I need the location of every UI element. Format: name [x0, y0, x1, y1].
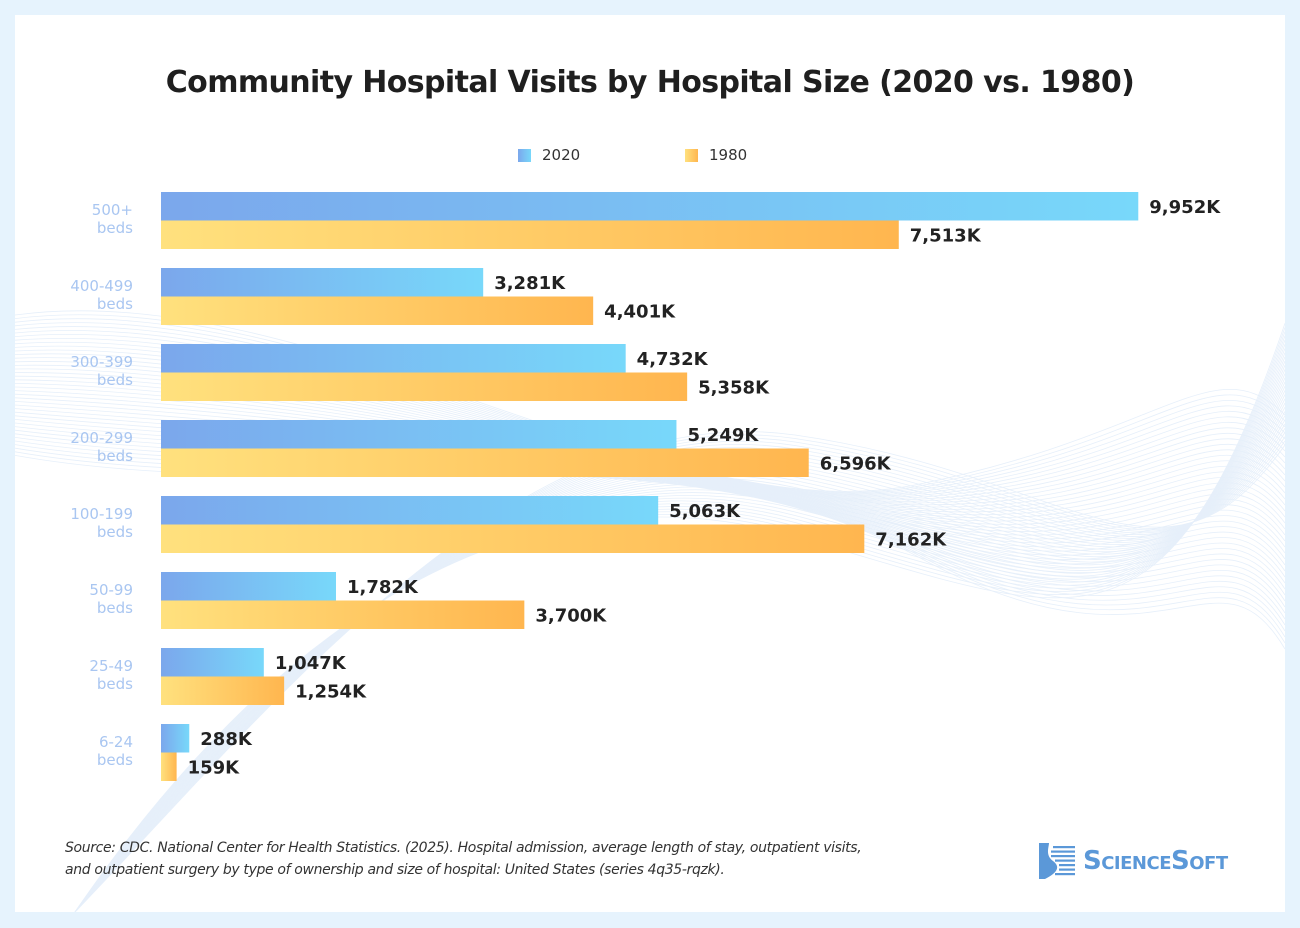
category-label: 400-499 beds	[70, 277, 133, 313]
bar-1980-400-499-beds[interactable]	[161, 296, 594, 326]
category-label-line: 500+	[92, 201, 133, 219]
source-line-2: and outpatient surgery by type of owners…	[65, 862, 725, 878]
bar-1980-200-299-beds[interactable]	[161, 448, 809, 478]
sciencesoft-logo-icon	[1039, 843, 1075, 879]
category-label: 6-24 beds	[97, 733, 133, 769]
category-label-line: 100-199	[70, 505, 133, 523]
value-label-2020: 3,281K	[494, 273, 566, 294]
category-label-line: 200-299	[70, 429, 133, 447]
legend-swatch-2020	[518, 148, 531, 162]
category-label-line: beds	[97, 599, 133, 617]
category-group: 400-499 beds 3,281K 4,401K	[70, 268, 676, 325]
sciencesoft-logo-text: ScienceSoft	[1083, 846, 1228, 876]
bar-2020-6-24-beds[interactable]	[161, 724, 190, 753]
category-group: 50-99 beds 1,782K 3,700K	[89, 572, 607, 629]
bar-2020-500-beds[interactable]	[161, 192, 1139, 221]
value-label-2020: 4,732K	[637, 349, 709, 370]
legend-label-2020: 2020	[542, 146, 581, 164]
category-label-line: beds	[97, 219, 133, 237]
category-label-line: beds	[97, 751, 133, 769]
category-label: 300-399 beds	[70, 353, 133, 389]
category-label-line: 300-399	[70, 353, 133, 371]
category-group: 25-49 beds 1,047K 1,254K	[89, 648, 367, 705]
value-label-1980: 5,358K	[698, 377, 770, 398]
value-label-1980: 1,254K	[295, 681, 367, 702]
bar-1980-6-24-beds[interactable]	[161, 752, 177, 782]
category-label-line: beds	[97, 447, 133, 465]
value-label-2020: 5,063K	[669, 501, 741, 522]
source-line-1: Source: CDC. National Center for Health …	[65, 840, 862, 856]
category-label: 500+ beds	[92, 201, 133, 237]
category-label-line: beds	[97, 523, 133, 541]
value-label-1980: 7,513K	[910, 225, 982, 246]
category-label-line: beds	[97, 295, 133, 313]
category-label-line: beds	[97, 371, 133, 389]
category-label-line: 6-24	[99, 733, 133, 751]
value-label-1980: 159K	[188, 757, 241, 778]
category-label-line: 50-99	[89, 581, 133, 599]
sciencesoft-logo[interactable]: ScienceSoft	[1039, 841, 1228, 881]
category-label: 200-299 beds	[70, 429, 133, 465]
bar-2020-400-499-beds[interactable]	[161, 268, 484, 297]
category-label-line: beds	[97, 675, 133, 693]
legend: 2020 1980	[15, 146, 1285, 168]
bar-1980-100-199-beds[interactable]	[161, 524, 865, 554]
category-label: 25-49 beds	[89, 657, 133, 693]
bar-1980-25-49-beds[interactable]	[161, 676, 285, 706]
bar-2020-50-99-beds[interactable]	[161, 572, 336, 601]
category-label: 50-99 beds	[89, 581, 133, 617]
bar-1980-300-399-beds[interactable]	[161, 372, 688, 402]
category-label: 100-199 beds	[70, 505, 133, 541]
category-group: 200-299 beds 5,249K 6,596K	[70, 420, 892, 478]
category-group: 300-399 beds 4,732K 5,358K	[70, 344, 770, 401]
value-label-1980: 7,162K	[875, 529, 947, 550]
value-label-1980: 6,596K	[820, 453, 892, 474]
value-label-2020: 1,047K	[275, 653, 347, 674]
legend-swatch-1980	[685, 148, 698, 162]
value-label-2020: 1,782K	[347, 577, 419, 598]
bar-2020-100-199-beds[interactable]	[161, 496, 659, 525]
bar-1980-500-beds[interactable]	[161, 220, 899, 250]
legend-label-1980: 1980	[709, 146, 748, 164]
category-label-line: 25-49	[89, 657, 133, 675]
source-citation: Source: CDC. National Center for Health …	[65, 837, 1025, 881]
value-label-2020: 9,952K	[1149, 197, 1221, 218]
category-group: 500+ beds 9,952K 7,513K	[92, 192, 1221, 249]
category-label-line: 400-499	[70, 277, 133, 295]
bar-2020-300-399-beds[interactable]	[161, 344, 626, 373]
chart-title: Community Hospital Visits by Hospital Si…	[165, 65, 1135, 100]
category-group: 6-24 beds 288K 159K	[97, 724, 253, 781]
legend-item-2020[interactable]: 2020	[518, 146, 580, 164]
bar-2020-200-299-beds[interactable]	[161, 420, 677, 449]
value-label-2020: 5,249K	[687, 425, 759, 446]
value-label-1980: 4,401K	[604, 301, 676, 322]
value-label-1980: 3,700K	[535, 605, 607, 626]
chart-card: Community Hospital Visits by Hospital Si…	[15, 15, 1285, 912]
bar-2020-25-49-beds[interactable]	[161, 648, 264, 677]
bar-1980-50-99-beds[interactable]	[161, 600, 525, 630]
category-group: 100-199 beds 5,063K 7,162K	[70, 496, 947, 553]
value-label-2020: 288K	[200, 729, 253, 750]
legend-item-1980[interactable]: 1980	[685, 146, 747, 164]
